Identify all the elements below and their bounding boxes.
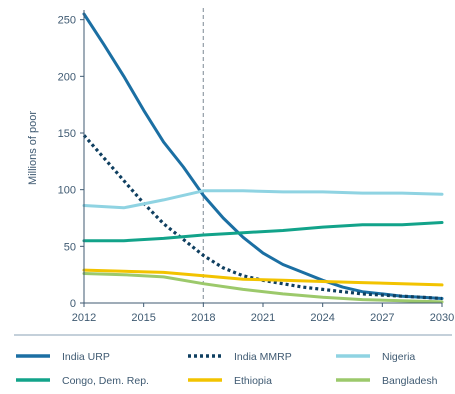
x-tick-label: 2030	[430, 312, 454, 324]
y-tick-label: 200	[58, 71, 76, 83]
x-tick-label: 2021	[251, 312, 275, 324]
x-tick-label: 2018	[191, 312, 215, 324]
y-tick-label: 50	[64, 241, 76, 253]
legend-label: Congo, Dem. Rep.	[62, 375, 149, 387]
legend-label: Ethiopia	[234, 375, 272, 387]
y-axis-title: Millions of poor	[27, 111, 39, 185]
series-line-nigeria	[82, 189, 444, 210]
x-tick-label: 2024	[310, 312, 334, 324]
x-tick-label: 2015	[131, 312, 155, 324]
x-tick-label: 2012	[72, 312, 96, 324]
legend-label: Bangladesh	[382, 375, 438, 387]
x-tick-labels: 2012 2015 2018 2021 2024 2027 2030	[72, 303, 454, 324]
legend: India URP India MMRP Nigeria Congo, Dem. Re…	[16, 351, 438, 387]
legend-label: India MMRP	[234, 351, 292, 363]
legend-label: India URP	[62, 351, 110, 363]
y-tick-label: 0	[70, 298, 76, 310]
y-tick-label: 150	[58, 128, 76, 140]
series-line-bangladesh	[82, 272, 444, 304]
series-lines	[82, 12, 444, 304]
y-tick-label: 100	[58, 185, 76, 197]
y-tick-label: 250	[58, 15, 76, 27]
series-line-india-urp	[82, 12, 444, 300]
legend-label: Nigeria	[382, 351, 415, 363]
series-line-ethiopia	[82, 268, 444, 287]
y-tick-labels: 0 50 100 150 200 250	[58, 15, 84, 310]
x-tick-label: 2027	[370, 312, 394, 324]
series-line-congo-dem-rep	[82, 221, 444, 243]
